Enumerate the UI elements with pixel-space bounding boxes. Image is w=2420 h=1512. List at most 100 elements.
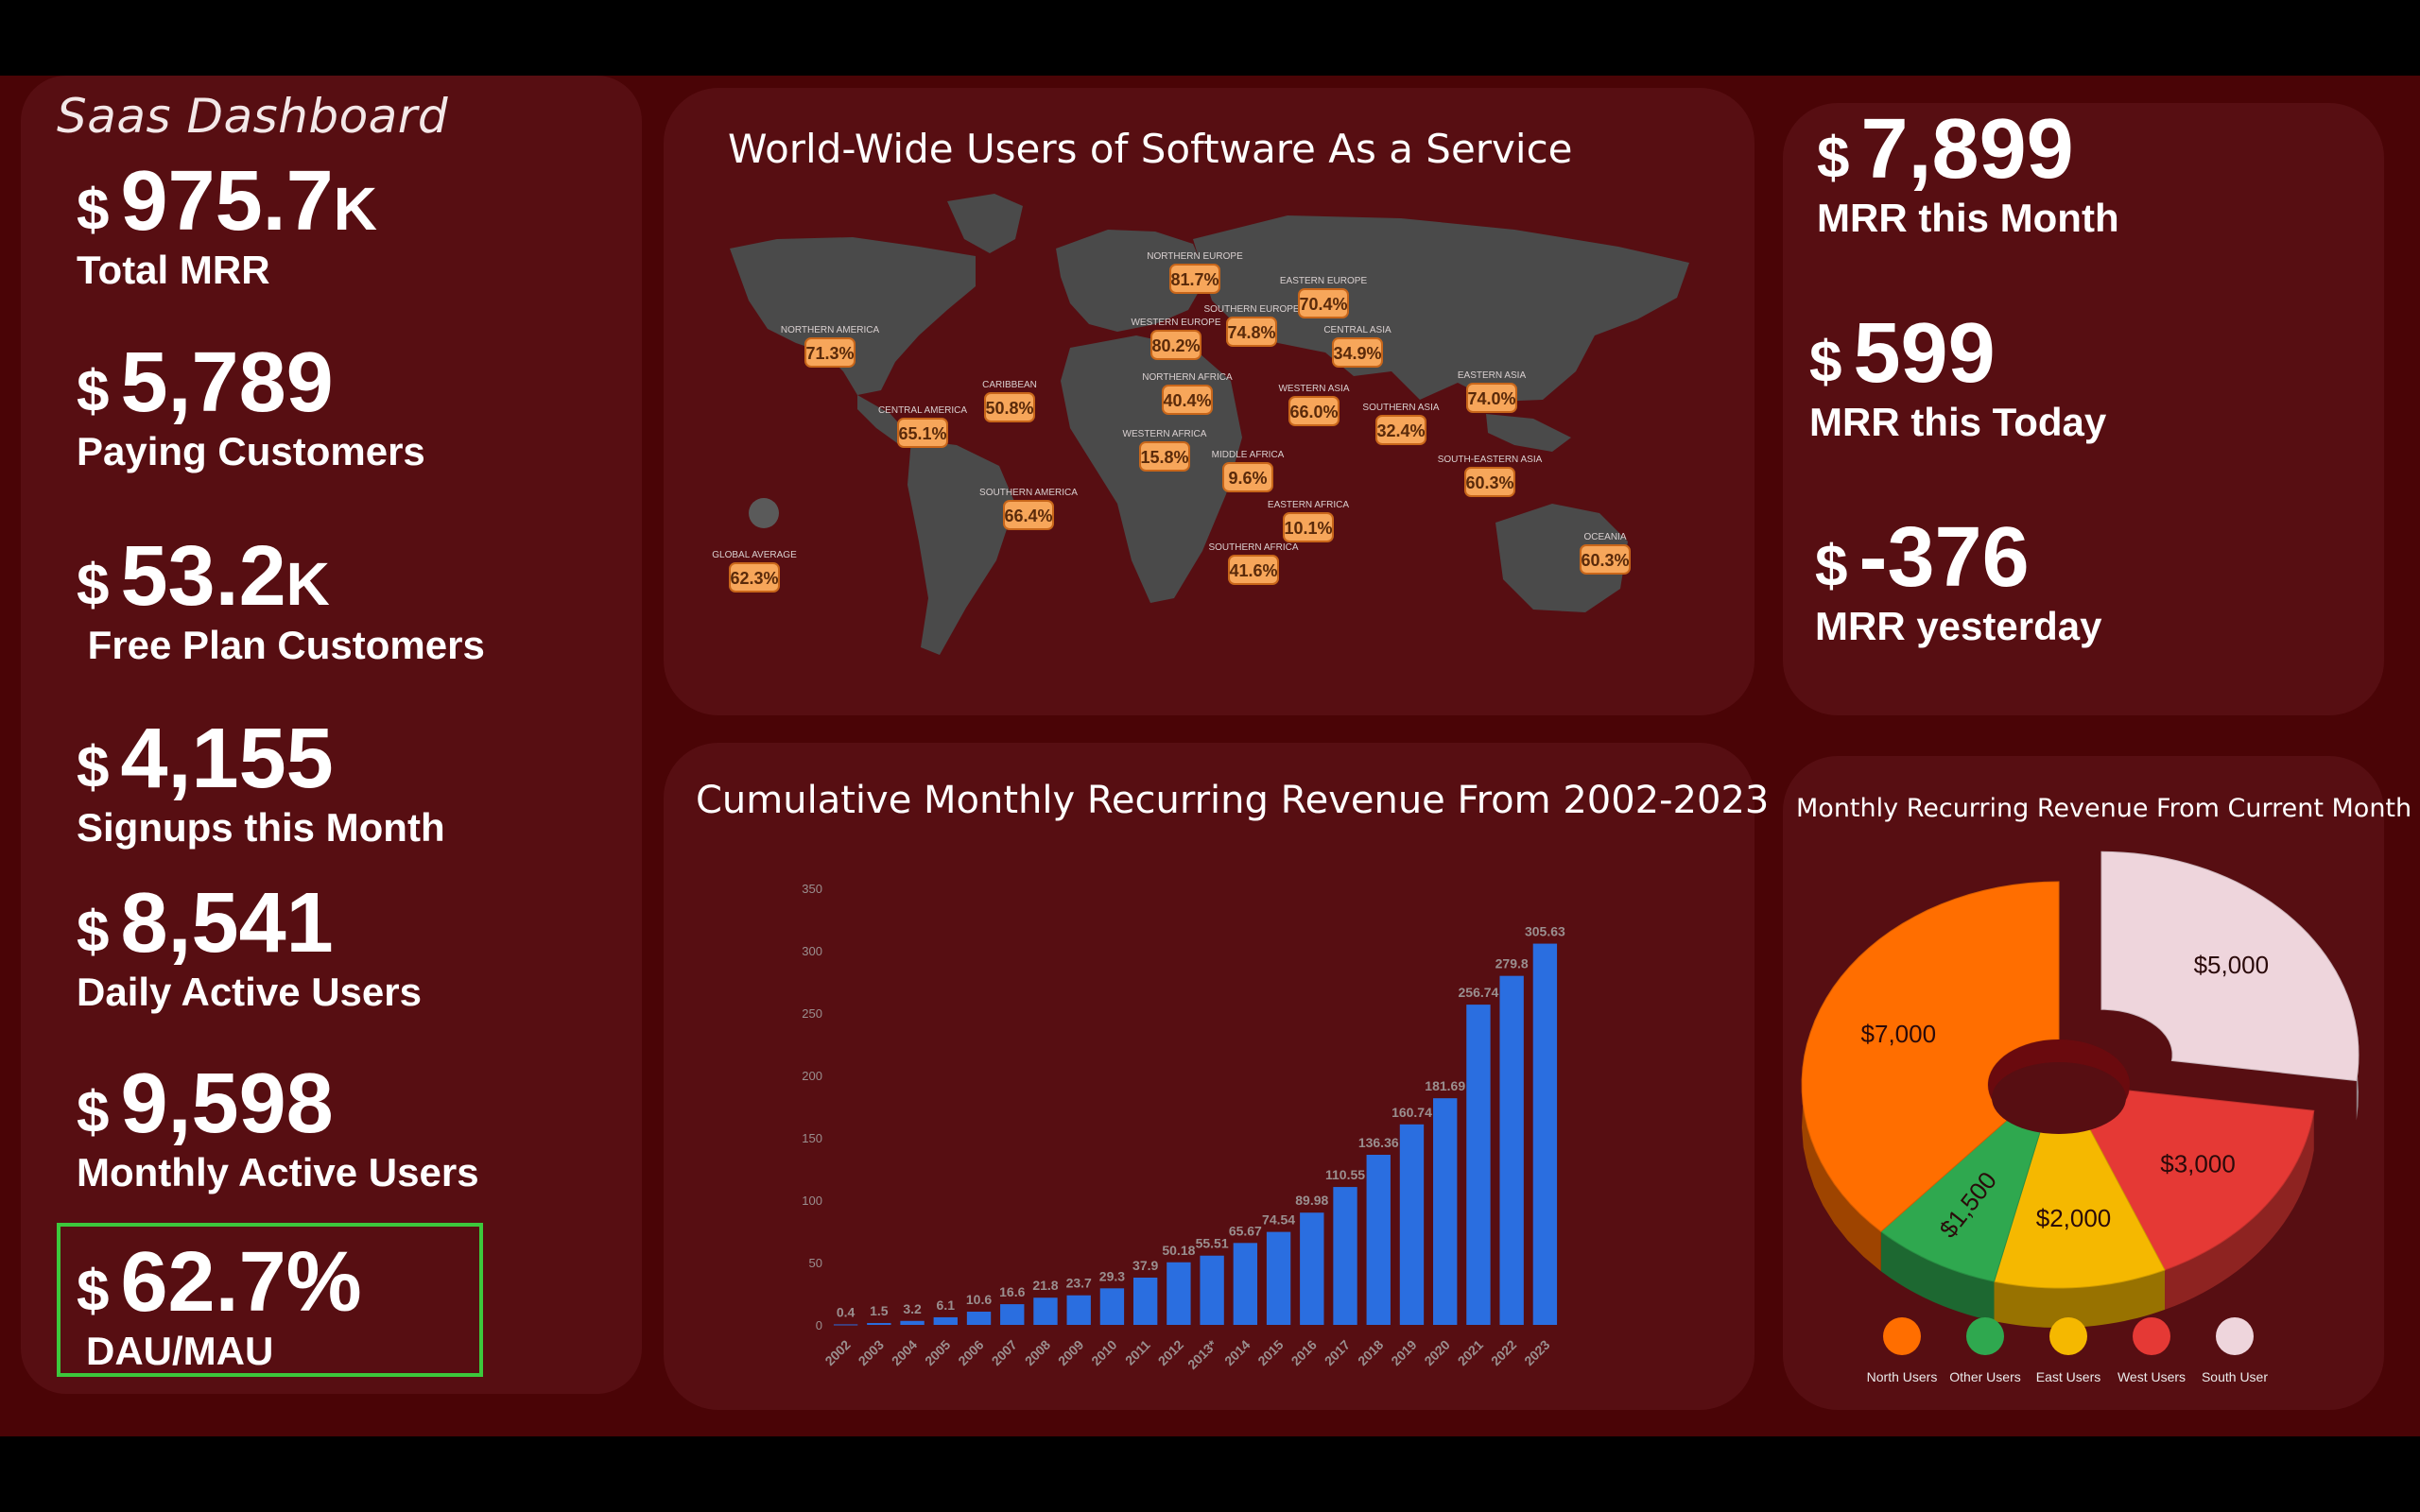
map-region-name: WESTERN AFRICA: [1123, 429, 1207, 439]
map-region-badge: 60.3% SOUTH-EASTERN ASIA: [1438, 455, 1543, 497]
bar-value-label: 74.54: [1262, 1212, 1295, 1228]
bar-value-label: 0.4: [837, 1304, 856, 1319]
x-tick-label: 2007: [989, 1337, 1020, 1368]
map-region-name: GLOBAL AVERAGE: [712, 550, 797, 560]
bar: [966, 1312, 992, 1325]
bar-value-label: 160.74: [1392, 1105, 1432, 1120]
map-region-value: 9.6%: [1228, 469, 1267, 488]
bar-value-label: 37.9: [1132, 1258, 1158, 1273]
map-region-name: SOUTHERN AFRICA: [1208, 542, 1298, 553]
bar-value-label: 181.69: [1425, 1078, 1465, 1093]
map-region-badge: 60.3% OCEANIA: [1580, 532, 1631, 575]
x-tick-label: 2004: [889, 1337, 920, 1368]
bar: [1233, 1243, 1258, 1325]
bar: [1466, 1005, 1491, 1325]
legend-swatch: [1883, 1317, 1921, 1355]
map-region-name: WESTERN ASIA: [1278, 384, 1349, 394]
bar: [1099, 1288, 1125, 1325]
bar: [1066, 1295, 1091, 1325]
legend-label: South User: [2202, 1369, 2268, 1384]
kpi-value: 62.7%: [120, 1235, 362, 1330]
currency-symbol: $: [77, 900, 110, 965]
bar-value-label: 55.51: [1196, 1236, 1229, 1251]
pie-value-label: $7,000: [1861, 1020, 1937, 1048]
map-region-value: 60.3%: [1465, 473, 1513, 492]
map-region-name: CENTRAL ASIA: [1323, 325, 1392, 335]
map-region-value: 15.8%: [1140, 448, 1188, 467]
map-region-value: 66.4%: [1004, 507, 1052, 525]
bar: [1132, 1277, 1158, 1325]
currency-symbol: $: [77, 735, 110, 800]
bar-value-label: 50.18: [1162, 1243, 1195, 1258]
map-region-value: 41.6%: [1229, 561, 1277, 580]
bar: [1433, 1098, 1458, 1325]
bar: [933, 1316, 958, 1325]
x-tick-label: 2011: [1122, 1337, 1153, 1368]
map-region-badge: 34.9% CENTRAL ASIA: [1323, 325, 1392, 368]
bar: [1000, 1304, 1025, 1325]
map-region-badge: 71.3% NORTHERN AMERICA: [781, 325, 880, 368]
pie-chart-title: Monthly Recurring Revenue From Current M…: [1796, 794, 2412, 823]
kpi-suffix: K: [285, 550, 330, 618]
x-tick-label: 2006: [955, 1337, 986, 1368]
kpi-paying-customers: $5,789 Paying Customers: [77, 340, 425, 474]
kpi-value: 53.2: [120, 529, 286, 624]
map-region-value: 71.3%: [805, 344, 854, 363]
currency-symbol: $: [1817, 126, 1850, 191]
pie-value-label: $5,000: [2194, 951, 2270, 979]
x-tick-label: 2021: [1455, 1337, 1486, 1368]
cumulative-mrr-bar-chart: 0 50 100 150 200 250 300 350 0.4 2002 1.5 2003 3.2 20…: [802, 882, 1565, 1372]
map-region-badge: 66.0% WESTERN ASIA: [1278, 384, 1350, 426]
bar: [1399, 1124, 1425, 1325]
map-title: World-Wide Users of Software As a Servic…: [728, 126, 1573, 172]
legend-label: Other Users: [1949, 1369, 2020, 1384]
bar: [1333, 1187, 1357, 1325]
bar-value-label: 16.6: [999, 1284, 1025, 1299]
y-tick-label: 50: [809, 1256, 822, 1270]
x-tick-label: 2012: [1155, 1337, 1186, 1368]
bar-value-label: 29.3: [1099, 1268, 1125, 1283]
bar: [833, 1324, 858, 1326]
currency-symbol: $: [1815, 534, 1848, 599]
bar-value-label: 1.5: [870, 1303, 889, 1318]
map-region-name: NORTHERN EUROPE: [1147, 251, 1243, 262]
stat-mrr-month: $7,899 MRR this Month: [1817, 107, 2119, 241]
map-region-name: EASTERN ASIA: [1458, 370, 1527, 381]
bar-value-label: 6.1: [937, 1297, 956, 1313]
cumulative-mrr-panel: Cumulative Monthly Recurring Revenue Fro…: [664, 743, 1769, 1410]
map-region-value: 10.1%: [1284, 519, 1332, 538]
map-region-name: WESTERN EUROPE: [1131, 318, 1220, 328]
x-tick-label: 2016: [1288, 1337, 1320, 1368]
x-tick-label: 2002: [821, 1337, 853, 1368]
kpi-value: 9,598: [120, 1057, 334, 1151]
stat-label: MRR this Month: [1817, 196, 2119, 240]
x-tick-label: 2013*: [1184, 1336, 1220, 1372]
map-region-badge: 81.7% NORTHERN EUROPE: [1147, 251, 1243, 294]
map-region-badge: 70.4% EASTERN EUROPE: [1280, 276, 1367, 318]
kpi-label: Monthly Active Users: [77, 1150, 479, 1194]
map-region-badge: 9.6% MIDDLE AFRICA: [1212, 450, 1285, 492]
map-region-badge: 74.0% EASTERN ASIA: [1458, 370, 1527, 413]
stat-value: 7,899: [1860, 102, 2074, 197]
continents: [730, 194, 1689, 655]
bar-value-label: 3.2: [903, 1301, 922, 1316]
bar: [1167, 1262, 1191, 1325]
map-region-value: 74.8%: [1227, 323, 1275, 342]
kpi-value: 8,541: [120, 876, 334, 971]
map-region-name: MIDDLE AFRICA: [1212, 450, 1285, 460]
kpi-daily-active-users: $8,541 Daily Active Users: [77, 881, 422, 1015]
map-region-name: NORTHERN AMERICA: [781, 325, 880, 335]
kpi-label: Daily Active Users: [77, 970, 422, 1014]
map-region-value: 74.0%: [1467, 389, 1515, 408]
kpi-label: Paying Customers: [77, 429, 425, 473]
kpi-panel: Saas Dashboard $975.7 K Total MRR $5,789 …: [21, 76, 642, 1394]
bar: [867, 1323, 891, 1325]
bar-value-label: 279.8: [1495, 956, 1529, 971]
pie-value-label: $2,000: [2036, 1204, 2112, 1232]
map-region-name: SOUTH-EASTERN ASIA: [1438, 455, 1543, 465]
map-region-name: SOUTHERN AMERICA: [979, 488, 1078, 498]
kpi-dau-mau: $62.7% DAU/MAU: [77, 1240, 362, 1374]
map-region-badge: 15.8% WESTERN AFRICA: [1123, 429, 1207, 472]
kpi-label: Total MRR: [77, 248, 270, 292]
